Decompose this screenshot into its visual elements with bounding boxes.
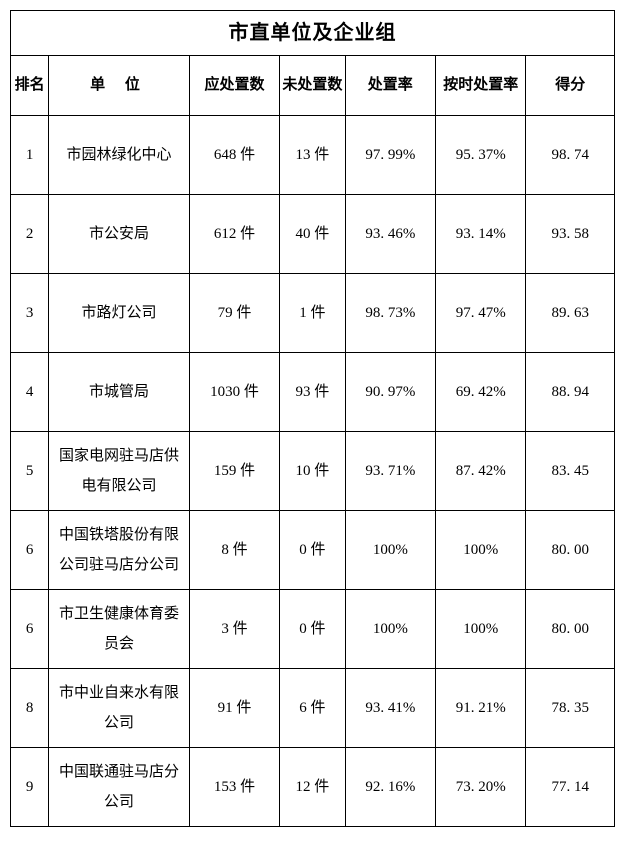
- cell-rank: 2: [11, 195, 49, 274]
- cell-not-handle: 10 件: [280, 432, 345, 511]
- cell-handle-rate: 92. 16%: [345, 748, 435, 827]
- cell-should-handle: 3 件: [189, 590, 279, 669]
- cell-unit: 市城管局: [49, 353, 190, 432]
- cell-ontime-rate: 87. 42%: [436, 432, 526, 511]
- header-ontime-rate: 按时处置率: [436, 56, 526, 116]
- cell-rank: 1: [11, 116, 49, 195]
- cell-not-handle: 12 件: [280, 748, 345, 827]
- cell-rank: 3: [11, 274, 49, 353]
- table-row: 6市卫生健康体育委员会3 件0 件100%100%80. 00: [11, 590, 615, 669]
- cell-unit: 市公安局: [49, 195, 190, 274]
- table-row: 5国家电网驻马店供电有限公司159 件10 件93. 71%87. 42%83.…: [11, 432, 615, 511]
- cell-score: 98. 74: [526, 116, 615, 195]
- cell-score: 93. 58: [526, 195, 615, 274]
- cell-handle-rate: 90. 97%: [345, 353, 435, 432]
- cell-ontime-rate: 97. 47%: [436, 274, 526, 353]
- table-row: 4市城管局1030 件93 件90. 97%69. 42%88. 94: [11, 353, 615, 432]
- cell-ontime-rate: 69. 42%: [436, 353, 526, 432]
- cell-rank: 6: [11, 511, 49, 590]
- cell-not-handle: 93 件: [280, 353, 345, 432]
- header-rank: 排名: [11, 56, 49, 116]
- cell-rank: 8: [11, 669, 49, 748]
- cell-ontime-rate: 100%: [436, 511, 526, 590]
- cell-unit: 中国铁塔股份有限公司驻马店分公司: [49, 511, 190, 590]
- header-handle-rate: 处置率: [345, 56, 435, 116]
- table-row: 8市中业自来水有限公司91 件6 件93. 41%91. 21%78. 35: [11, 669, 615, 748]
- cell-not-handle: 1 件: [280, 274, 345, 353]
- cell-not-handle: 0 件: [280, 511, 345, 590]
- cell-score: 83. 45: [526, 432, 615, 511]
- cell-rank: 4: [11, 353, 49, 432]
- cell-handle-rate: 93. 41%: [345, 669, 435, 748]
- cell-unit: 中国联通驻马店分公司: [49, 748, 190, 827]
- cell-score: 80. 00: [526, 511, 615, 590]
- table-row: 9中国联通驻马店分公司153 件12 件92. 16%73. 20%77. 14: [11, 748, 615, 827]
- table-body: 1市园林绿化中心648 件13 件97. 99%95. 37%98. 742市公…: [11, 116, 615, 827]
- cell-score: 77. 14: [526, 748, 615, 827]
- cell-should-handle: 153 件: [189, 748, 279, 827]
- header-score: 得分: [526, 56, 615, 116]
- cell-not-handle: 13 件: [280, 116, 345, 195]
- cell-unit: 国家电网驻马店供电有限公司: [49, 432, 190, 511]
- cell-should-handle: 8 件: [189, 511, 279, 590]
- table-title: 市直单位及企业组: [11, 11, 615, 56]
- table-row: 6中国铁塔股份有限公司驻马店分公司8 件0 件100%100%80. 00: [11, 511, 615, 590]
- cell-should-handle: 79 件: [189, 274, 279, 353]
- cell-should-handle: 91 件: [189, 669, 279, 748]
- cell-handle-rate: 100%: [345, 511, 435, 590]
- ranking-table: 市直单位及企业组 排名 单 位 应处置数 未处置数 处置率 按时处置率 得分 1…: [10, 10, 615, 827]
- cell-should-handle: 159 件: [189, 432, 279, 511]
- cell-not-handle: 0 件: [280, 590, 345, 669]
- table-row: 3市路灯公司79 件1 件98. 73%97. 47%89. 63: [11, 274, 615, 353]
- table-row: 2市公安局612 件40 件93. 46%93. 14%93. 58: [11, 195, 615, 274]
- cell-score: 78. 35: [526, 669, 615, 748]
- cell-ontime-rate: 100%: [436, 590, 526, 669]
- cell-rank: 9: [11, 748, 49, 827]
- table-row: 1市园林绿化中心648 件13 件97. 99%95. 37%98. 74: [11, 116, 615, 195]
- cell-handle-rate: 100%: [345, 590, 435, 669]
- cell-handle-rate: 93. 46%: [345, 195, 435, 274]
- cell-ontime-rate: 95. 37%: [436, 116, 526, 195]
- cell-ontime-rate: 73. 20%: [436, 748, 526, 827]
- table-header-row: 排名 单 位 应处置数 未处置数 处置率 按时处置率 得分: [11, 56, 615, 116]
- cell-should-handle: 612 件: [189, 195, 279, 274]
- cell-rank: 6: [11, 590, 49, 669]
- cell-rank: 5: [11, 432, 49, 511]
- header-unit: 单 位: [49, 56, 190, 116]
- cell-unit: 市中业自来水有限公司: [49, 669, 190, 748]
- cell-should-handle: 648 件: [189, 116, 279, 195]
- cell-ontime-rate: 91. 21%: [436, 669, 526, 748]
- cell-score: 88. 94: [526, 353, 615, 432]
- cell-not-handle: 40 件: [280, 195, 345, 274]
- cell-unit: 市园林绿化中心: [49, 116, 190, 195]
- cell-handle-rate: 98. 73%: [345, 274, 435, 353]
- cell-not-handle: 6 件: [280, 669, 345, 748]
- cell-should-handle: 1030 件: [189, 353, 279, 432]
- cell-ontime-rate: 93. 14%: [436, 195, 526, 274]
- cell-handle-rate: 93. 71%: [345, 432, 435, 511]
- header-not-handle: 未处置数: [280, 56, 345, 116]
- cell-unit: 市路灯公司: [49, 274, 190, 353]
- header-should-handle: 应处置数: [189, 56, 279, 116]
- cell-score: 89. 63: [526, 274, 615, 353]
- cell-score: 80. 00: [526, 590, 615, 669]
- cell-unit: 市卫生健康体育委员会: [49, 590, 190, 669]
- table-title-row: 市直单位及企业组: [11, 11, 615, 56]
- cell-handle-rate: 97. 99%: [345, 116, 435, 195]
